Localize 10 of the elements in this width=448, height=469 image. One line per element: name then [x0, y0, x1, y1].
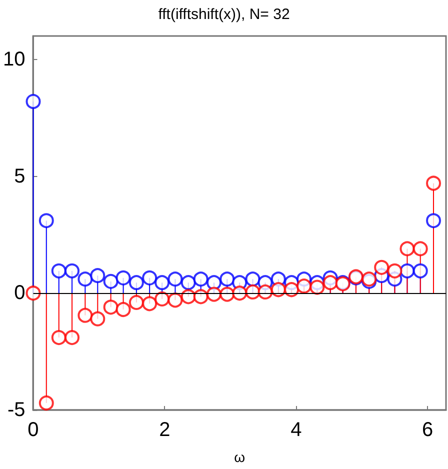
x-axis-title: ω [234, 449, 246, 465]
y-tick-label: 5 [14, 165, 26, 188]
x-tick-label: 6 [422, 419, 434, 441]
y-tick-label: 10 [2, 48, 26, 70]
x-tick-label: 2 [159, 419, 170, 441]
y-tick-label: -5 [7, 399, 26, 421]
y-tick-label: 0 [14, 282, 26, 304]
x-tick-label: 4 [290, 419, 302, 441]
chart-title: fft(ifftshift(x)), N= 32 [158, 6, 290, 23]
x-tick-label: 0 [28, 419, 39, 441]
